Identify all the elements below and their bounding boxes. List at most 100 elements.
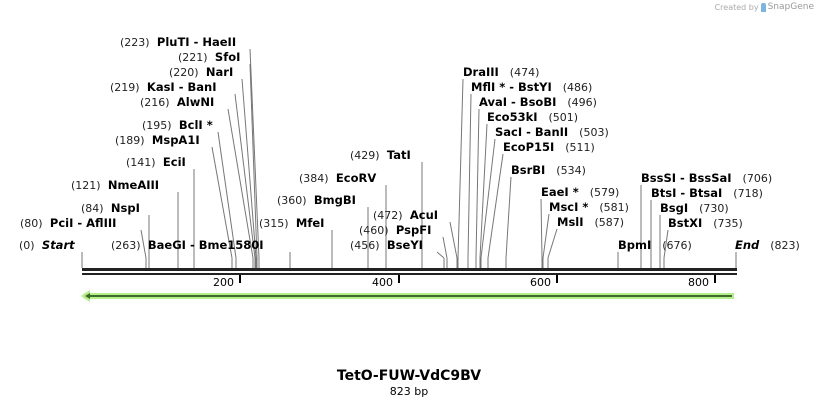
enzyme-site-label[interactable]: BsrBI (534) [511,163,586,178]
site-position: (718) [733,187,763,200]
enzyme-site-label[interactable]: (221) SfoI [178,50,240,65]
enzyme-name: BseYI [386,238,423,252]
enzyme-site-label[interactable]: (472) AcuI [373,208,438,223]
ruler-tick [398,275,400,283]
site-position: (496) [567,96,597,109]
enzyme-name: NarI [205,65,234,79]
enzyme-site-label[interactable]: BtsI - BtsaI (718) [651,186,763,201]
enzyme-name: EciI [162,155,186,169]
enzyme-name: PciI - AflIII [49,216,117,230]
enzyme-site-label[interactable]: Eco53kI (501) [487,110,578,125]
enzyme-name: BsrBI [511,163,546,177]
site-position: (706) [742,172,773,185]
enzyme-name: BssSI - BssSaI [641,171,732,185]
enzyme-name: MspA1I [151,133,200,147]
enzyme-name: AlwNI [176,95,215,109]
enzyme-name: NspI [110,201,140,215]
site-position: (460) [359,224,389,237]
enzyme-site-label[interactable]: BstXI (735) [668,216,743,231]
leader-line [547,228,558,259]
leader-line [217,131,237,259]
enzyme-name: Eco53kI [487,110,538,124]
enzyme-site-label[interactable]: (84) NspI [81,201,140,216]
enzyme-site-label[interactable]: SacI - BanII (503) [495,125,609,140]
enzyme-name: Start [41,238,75,252]
enzyme-site-label[interactable]: (141) EciI [126,155,186,170]
enzyme-name: AcuI [409,208,439,222]
site-position: (223) [120,36,150,49]
site-position: (456) [350,239,380,252]
enzyme-site-label[interactable]: BsgI (730) [660,201,729,216]
enzyme-site-label[interactable]: (315) MfeI [259,216,324,231]
leader-line [542,213,550,259]
enzyme-name: MslI [557,215,584,229]
leader-line [241,78,257,259]
enzyme-name: BtsI - BtsaI [651,186,723,200]
enzyme-site-label[interactable]: (263) BaeGI - Bme1580I [111,238,264,253]
leader-line [140,229,147,259]
enzyme-name: BclI * [178,118,213,132]
enzyme-name: NmeAIII [107,178,160,192]
site-position: (80) [20,217,43,230]
enzyme-site-label[interactable]: (121) NmeAIII [71,178,159,193]
enzyme-name: End [735,238,760,252]
leader-line [480,138,496,259]
leader-line [663,229,669,259]
enzyme-name: PspFI [395,223,432,237]
leader-line [227,108,254,259]
site-position: (219) [110,81,140,94]
credit-brand: SnapGene [767,2,814,12]
leader-line [436,251,445,259]
enzyme-site-label[interactable]: (189) MspA1I [115,133,200,148]
enzyme-name: DraIII [463,65,499,79]
enzyme-site-label[interactable]: (195) BclI * [142,118,213,133]
enzyme-name: BstXI [668,216,703,230]
ruler-tick-label: 800 [688,276,709,289]
leader-line [449,221,458,259]
enzyme-site-label[interactable]: DraIII (474) [463,65,539,80]
enzyme-name: MflI * - BstYI [471,80,552,94]
site-position: (429) [350,149,380,162]
enzyme-name: EaeI * [541,185,579,199]
enzyme-site-label[interactable]: BpmI (676) [618,238,692,253]
enzyme-site-label[interactable]: (456) BseYI [350,238,423,253]
enzyme-name: MfeI [295,216,325,230]
site-position: (511) [565,141,595,154]
enzyme-site-label[interactable]: MscI * (581) [549,200,629,215]
enzyme-site-label[interactable]: (219) KasI - BanI [110,80,216,95]
site-position: (676) [662,239,692,252]
site-position: (587) [594,216,625,229]
site-position: (579) [589,186,620,199]
enzyme-site-label[interactable]: (384) EcoRV [299,171,376,186]
site-position: (220) [169,66,199,79]
ruler-tick-label: 600 [530,276,551,289]
enzyme-site-label[interactable]: MflI * - BstYI (486) [471,80,592,95]
enzyme-site-label[interactable]: End (823) [735,238,800,253]
site-position: (534) [556,164,586,177]
site-position: (315) [259,217,289,230]
enzyme-site-label[interactable]: (223) PluTI - HaeII [120,35,236,50]
enzyme-site-label[interactable]: (80) PciI - AflIII [20,216,116,231]
enzyme-site-label[interactable]: (460) PspFI [359,223,431,238]
leader-line [211,146,233,259]
enzyme-site-label[interactable]: (360) BmgBI [277,193,356,208]
snapgene-credit: Created by SnapGene [715,2,814,12]
leader-line [487,153,504,259]
enzyme-name: EcoRV [335,171,377,185]
credit-prefix: Created by [714,2,759,12]
site-position: (501) [548,111,579,124]
backbone-top-line [82,268,737,271]
enzyme-site-label[interactable]: EcoP15I (511) [503,140,595,155]
enzyme-site-label[interactable]: BssSI - BssSaI (706) [641,171,772,186]
enzyme-site-label[interactable]: (216) AlwNI [140,95,214,110]
enzyme-name: KasI - BanI [146,80,217,94]
enzyme-site-label[interactable]: MslI (587) [557,215,624,230]
enzyme-site-label[interactable]: (0) Start [19,238,75,253]
enzyme-site-label[interactable]: AvaI - BsoBI (496) [479,95,597,110]
site-position: (360) [277,194,307,207]
enzyme-site-label[interactable]: EaeI * (579) [541,185,619,200]
enzyme-site-label[interactable]: (429) TatI [350,148,411,163]
enzyme-site-label[interactable]: (220) NarI [169,65,233,80]
site-position: (216) [140,96,170,109]
ruler-tick-label: 400 [372,276,393,289]
